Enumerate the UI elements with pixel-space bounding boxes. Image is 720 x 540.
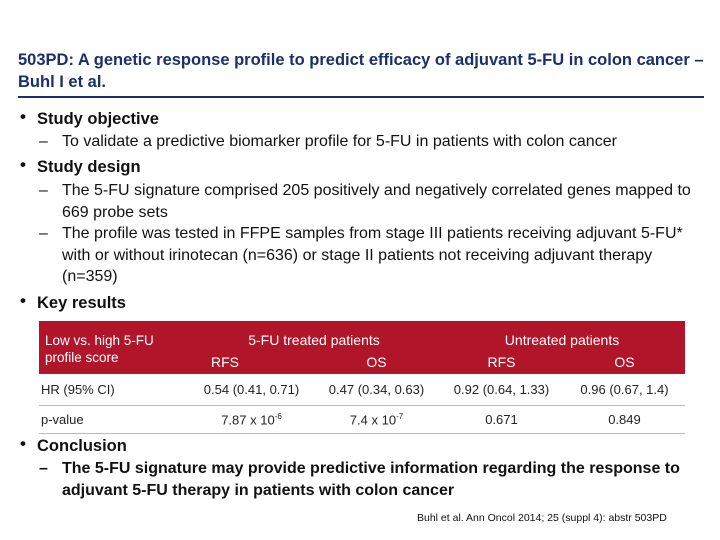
- slide-title: 503PD: A genetic response profile to pre…: [18, 51, 704, 91]
- bullet-icon: •: [20, 107, 26, 126]
- results-table: Low vs. high 5-FU profile score 5-FU tre…: [39, 321, 685, 434]
- bullet-label: Key results: [37, 294, 126, 312]
- cell-p-os-treated: 7.4 x 10-7: [314, 405, 439, 434]
- sub-item-text: To validate a predictive biomarker profi…: [62, 133, 617, 150]
- dash-icon: –: [39, 182, 48, 199]
- col-header-os-untreated: OS: [614, 354, 635, 370]
- cell-p-os-untreated: 0.849: [564, 405, 685, 434]
- sub-item-text: The profile was tested in FFPE samples f…: [62, 225, 683, 285]
- row-label-hr: HR (95% CI): [39, 374, 189, 406]
- col-header-os-treated: OS: [366, 354, 387, 370]
- dash-icon: –: [39, 460, 48, 477]
- col-header-rfs-untreated: RFS: [487, 354, 516, 370]
- title-divider: [18, 96, 704, 98]
- p-exponent: -6: [274, 411, 282, 421]
- sub-item-text: The 5-FU signature may provide predictiv…: [62, 460, 680, 499]
- p-base: 7.4 x 10: [349, 412, 397, 428]
- bullet-label: Conclusion: [37, 437, 127, 455]
- p-base: 0.849: [608, 412, 641, 427]
- dash-icon: –: [39, 225, 48, 242]
- cell-p-rfs-untreated: 0.671: [439, 405, 564, 434]
- cell-hr-rfs-untreated: 0.92 (0.64, 1.33): [439, 374, 564, 406]
- bullet-icon: •: [20, 155, 26, 174]
- p-exponent: -7: [396, 411, 404, 421]
- cell-hr-os-treated: 0.47 (0.34, 0.63): [314, 374, 439, 406]
- bullet-label: Study design: [37, 158, 141, 176]
- row-label-pvalue: p-value: [39, 405, 189, 434]
- cell-p-rfs-treated: 7.87 x 10-6: [189, 405, 314, 434]
- col-header-rfs-treated: RFS: [211, 354, 239, 370]
- bullet-label: Study objective: [37, 110, 159, 128]
- table-corner-header: Low vs. high 5-FU profile score: [45, 333, 154, 365]
- cell-hr-os-untreated: 0.96 (0.67, 1.4): [564, 374, 685, 406]
- citation: Buhl et al. Ann Oncol 2014; 25 (suppl 4)…: [417, 512, 667, 524]
- bullet-icon: •: [20, 434, 26, 453]
- dash-icon: –: [39, 133, 48, 150]
- group-header-untreated: Untreated patients: [504, 332, 620, 348]
- table-row: HR (95% CI) 0.54 (0.41, 0.71) 0.47 (0.34…: [39, 374, 685, 406]
- bullet-icon: •: [20, 291, 26, 310]
- p-base: 0.671: [485, 412, 518, 427]
- cell-hr-rfs-treated: 0.54 (0.41, 0.71): [189, 374, 314, 406]
- sub-item-text: The 5-FU signature comprised 205 positiv…: [62, 182, 691, 221]
- p-base: 7.87 x 10: [221, 412, 275, 428]
- group-header-treated: 5-FU treated patients: [248, 332, 380, 348]
- table-row: p-value 7.87 x 10-6 7.4 x 10-7 0.671 0.8…: [39, 405, 685, 434]
